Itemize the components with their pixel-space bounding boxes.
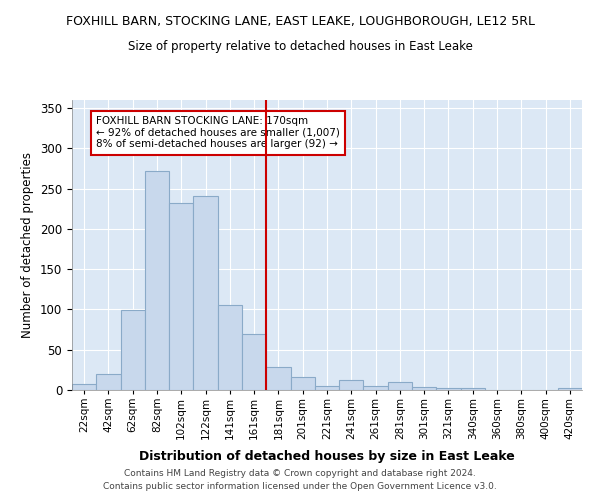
Bar (461, 388, 485, 390)
X-axis label: Distribution of detached houses by size in East Leake: Distribution of detached houses by size … (139, 450, 515, 463)
Text: Contains HM Land Registry data © Crown copyright and database right 2024.: Contains HM Land Registry data © Crown c… (124, 468, 476, 477)
Y-axis label: Number of detached properties: Number of detached properties (22, 152, 34, 338)
Bar (436, 388, 461, 390)
Bar (558, 388, 582, 390)
Bar (121, 310, 145, 390)
Bar (96, 374, 121, 390)
Bar (290, 377, 315, 390)
Bar (266, 366, 290, 390)
Bar (364, 386, 388, 390)
Bar (218, 306, 242, 390)
Text: Size of property relative to detached houses in East Leake: Size of property relative to detached ho… (128, 40, 472, 53)
Text: FOXHILL BARN, STOCKING LANE, EAST LEAKE, LOUGHBOROUGH, LE12 5RL: FOXHILL BARN, STOCKING LANE, EAST LEAKE,… (65, 15, 535, 28)
Bar (388, 382, 412, 390)
Bar (242, 334, 266, 390)
Bar (169, 203, 193, 390)
Bar (193, 196, 218, 390)
Bar (412, 387, 436, 390)
Text: Contains public sector information licensed under the Open Government Licence v3: Contains public sector information licen… (103, 482, 497, 491)
Bar (339, 380, 364, 390)
Text: FOXHILL BARN STOCKING LANE: 170sqm
← 92% of detached houses are smaller (1,007)
: FOXHILL BARN STOCKING LANE: 170sqm ← 92%… (96, 116, 340, 150)
Bar (145, 171, 169, 390)
Bar (315, 386, 339, 390)
Bar (72, 384, 96, 390)
